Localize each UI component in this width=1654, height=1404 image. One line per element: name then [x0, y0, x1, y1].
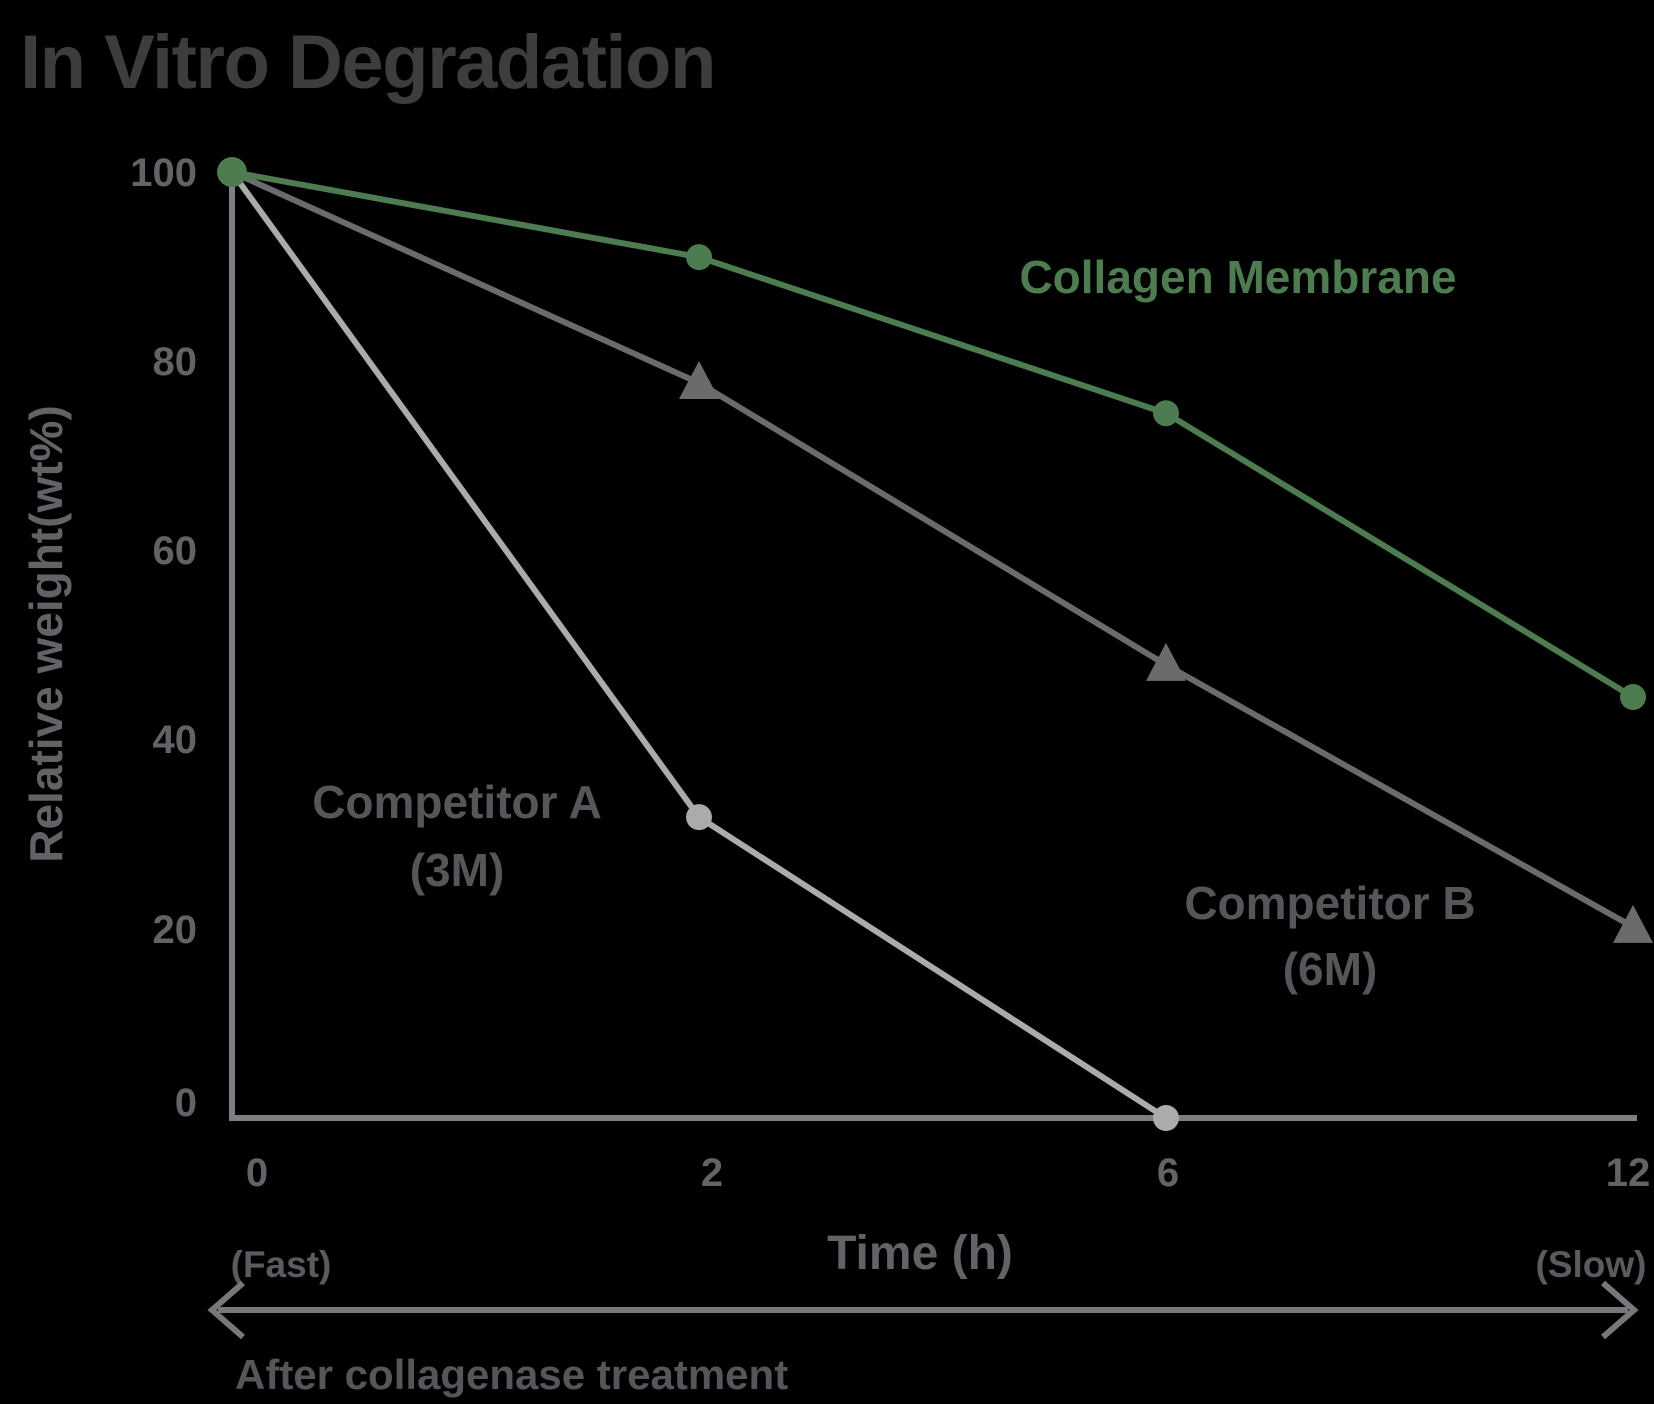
x-tick-0: 0 [246, 1151, 268, 1195]
arrow-right-head-icon [1601, 1280, 1639, 1340]
x-tick-12: 12 [1606, 1151, 1651, 1195]
arrow-caption: After collagenase treatment [235, 1351, 788, 1398]
competitor-b-label-line2: (6M) [1283, 943, 1378, 995]
series-marker-circle-collagen [686, 244, 712, 271]
competitor-b-label: Competitor B (6M) [1184, 877, 1475, 995]
series-marker-circle-collagen [217, 157, 247, 187]
chart-title: In Vitro Degradation [20, 20, 715, 105]
series-marker-circle-competitor_a [686, 804, 712, 831]
y-axis-label: Relative weight(wt%) [20, 405, 72, 863]
collagen-membrane-label: Collagen Membrane [1019, 251, 1456, 303]
x-tick-labels: 0 2 6 12 [246, 1151, 1650, 1195]
y-tick-labels: 100 80 60 40 20 0 [130, 151, 197, 1125]
series-line-competitor_a [229, 170, 1168, 1121]
series-line-competitor_b [230, 169, 1635, 930]
y-tick-80: 80 [153, 340, 198, 384]
series-line-collagen [231, 169, 1635, 700]
x-tick-6: 6 [1157, 1151, 1179, 1195]
y-tick-100: 100 [130, 151, 197, 195]
arrow-left-head-icon [207, 1280, 245, 1340]
slow-label: (Slow) [1536, 1244, 1647, 1285]
series-marker-circle-collagen [1620, 684, 1646, 711]
series-marker-circle-competitor_a [1153, 1105, 1179, 1131]
series-marker-triangle-competitor_b [1613, 904, 1653, 943]
series-marker-triangle-competitor_b [679, 360, 719, 399]
x-tick-2: 2 [701, 1151, 723, 1195]
competitor-a-label-line1: Competitor A [312, 776, 602, 828]
fast-label: (Fast) [231, 1244, 332, 1285]
series-marker-triangle-competitor_b [1146, 642, 1186, 681]
competitor-a-label-line2: (3M) [410, 844, 505, 896]
y-tick-60: 60 [153, 529, 198, 573]
competitor-b-label-line1: Competitor B [1184, 877, 1475, 929]
y-tick-0: 0 [175, 1081, 197, 1125]
series-marker-circle-collagen [1153, 400, 1179, 427]
y-tick-20: 20 [153, 908, 198, 952]
competitor-a-label: Competitor A (3M) [312, 776, 602, 896]
y-tick-40: 40 [153, 718, 198, 762]
fast-slow-arrow [207, 1280, 1639, 1340]
series-group [217, 157, 1653, 1131]
x-axis-label: Time (h) [827, 1227, 1013, 1280]
